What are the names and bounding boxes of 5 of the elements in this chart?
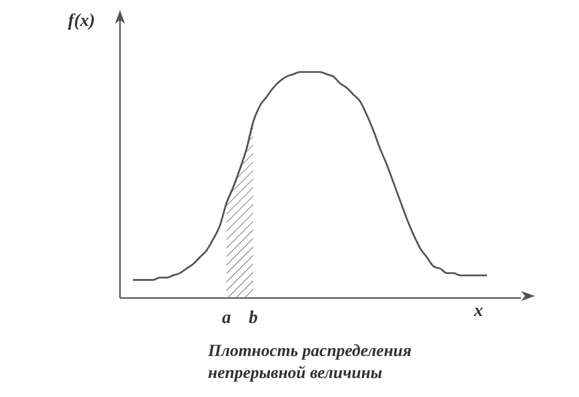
x-tick-label: a (222, 306, 232, 327)
y-axis-title: f(x) (68, 10, 95, 31)
text: Плотность распределения непрерывной величины (208, 340, 412, 384)
x-tick-label: b (248, 306, 258, 327)
x-axis-title: x (474, 300, 483, 321)
